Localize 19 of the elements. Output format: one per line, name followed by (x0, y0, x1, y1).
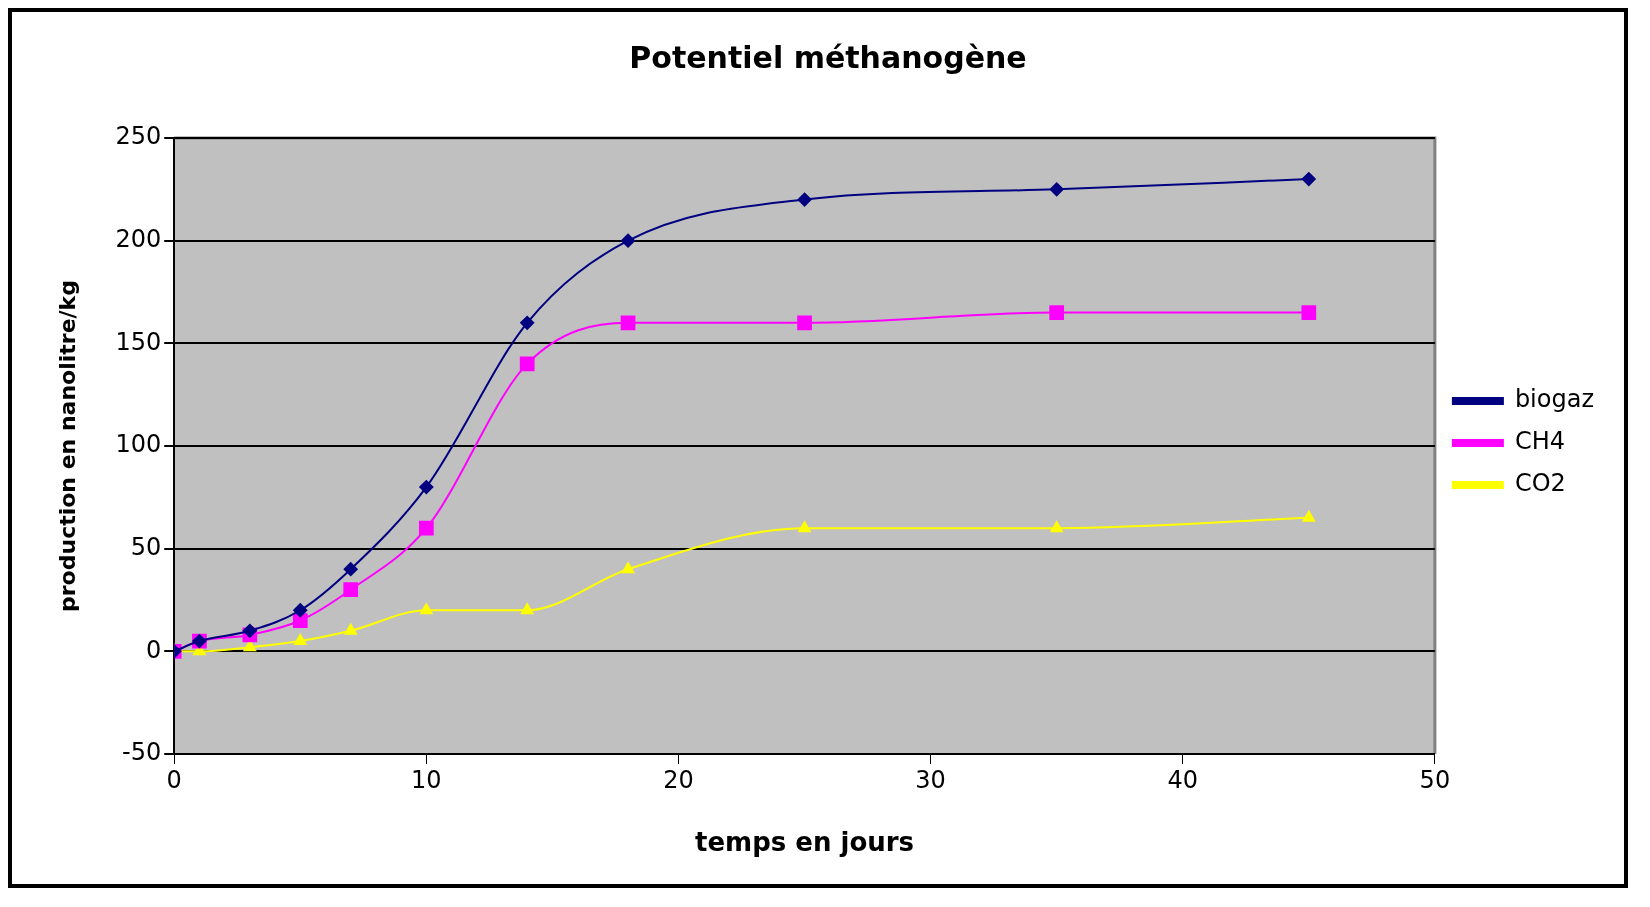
legend-label: CO2 (1514, 469, 1566, 498)
legend-label: CH4 (1514, 427, 1565, 456)
x-tick-label: 40 (1167, 765, 1199, 794)
y-tick-label: 200 (115, 224, 162, 253)
y-tick-label: 0 (145, 635, 162, 664)
y-tick-label: 50 (130, 532, 162, 561)
y-axis-title: production en nanolitre/kg (54, 280, 80, 612)
x-tick-label: 30 (915, 765, 946, 794)
x-tick-label: 20 (663, 765, 694, 794)
y-tick-label: 150 (115, 327, 162, 356)
x-tick-label: 50 (1419, 765, 1451, 794)
x-axis-title: temps en jours (695, 827, 915, 858)
y-tick-label: 250 (115, 122, 162, 151)
chart-title: Potentiel méthanogène (629, 39, 1027, 75)
y-tick-label: 100 (115, 430, 162, 459)
y-tick-label: -50 (122, 738, 162, 767)
x-tick-label: 0 (166, 765, 182, 794)
x-tick-label: 10 (411, 765, 442, 794)
legend-label: biogaz (1514, 385, 1594, 414)
